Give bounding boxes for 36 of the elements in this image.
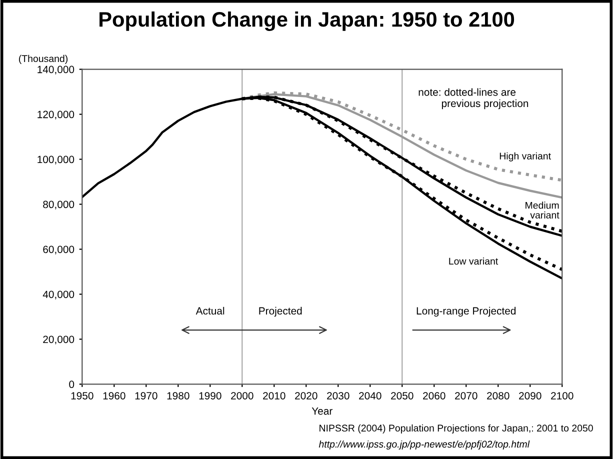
y-axis-title: (Thousand) <box>18 54 68 64</box>
annotation: Projected <box>259 306 302 317</box>
x-tick-label: 2100 <box>551 392 574 400</box>
series-label: Low variant <box>449 258 498 265</box>
x-tick-label: 2030 <box>327 392 350 400</box>
annotation: note: dotted-lines are previous projection <box>418 88 528 110</box>
y-tick-label: 20,000 <box>43 336 74 344</box>
x-tick-label: 1950 <box>71 392 94 400</box>
x-axis-title: Year <box>312 407 332 415</box>
y-tick-label: 40,000 <box>42 290 74 300</box>
x-tick-label: 1960 <box>103 392 126 400</box>
annotation: Long-range Projected <box>416 306 516 317</box>
y-tick-label: 60,000 <box>43 246 74 254</box>
y-tick-label: 80,000 <box>43 200 74 210</box>
text: http://www.ipss.go.jp/pp-newest/e/ppfj02/top.html <box>318 440 530 450</box>
x-tick-label: 2090 <box>519 392 542 400</box>
y-tick-label: 140,000 <box>38 66 74 74</box>
x-tick-label: 2040 <box>359 392 382 400</box>
text: High variant <box>500 152 551 162</box>
y-tick-label: 0 <box>69 380 74 388</box>
x-tick-label: 2080 <box>487 392 510 400</box>
x-tick-label: 2020 <box>295 392 318 400</box>
x-tick-label: 2010 <box>263 392 286 400</box>
annotation: Actual <box>196 306 224 315</box>
y-tick-label: 120,000 <box>38 110 74 120</box>
series-label: Medium variant <box>526 202 560 219</box>
x-tick-label: 1970 <box>135 392 158 400</box>
x-tick-label: 2070 <box>455 392 478 400</box>
x-tick-label: 2050 <box>391 392 414 400</box>
text: NIPSSR (2004) Population Projections for Japan,: 2001 to 2050 <box>320 424 593 434</box>
y-tick-label: 100,000 <box>38 156 74 164</box>
x-tick-label: 1980 <box>167 392 190 400</box>
x-tick-label: 2060 <box>423 392 446 400</box>
chart-title: Population Change in Japan: 1950 to 2100 <box>100 11 514 31</box>
x-tick-label: 2000 <box>231 392 254 400</box>
x-tick-label: 1990 <box>199 392 222 400</box>
